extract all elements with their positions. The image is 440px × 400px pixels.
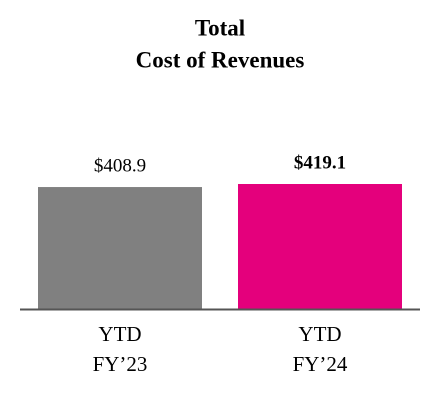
x-tick-label: FY’24 <box>293 352 348 376</box>
x-tick-label: YTD <box>298 322 341 346</box>
x-tick-label: FY’23 <box>93 352 148 376</box>
value-label: $419.1 <box>294 152 346 173</box>
x-tick-label: YTD <box>98 322 141 346</box>
value-label: $408.9 <box>94 155 146 176</box>
bar <box>238 184 402 309</box>
chart-title: Cost of Revenues <box>136 47 305 72</box>
bar <box>38 187 202 309</box>
chart-title: Total <box>195 15 245 40</box>
